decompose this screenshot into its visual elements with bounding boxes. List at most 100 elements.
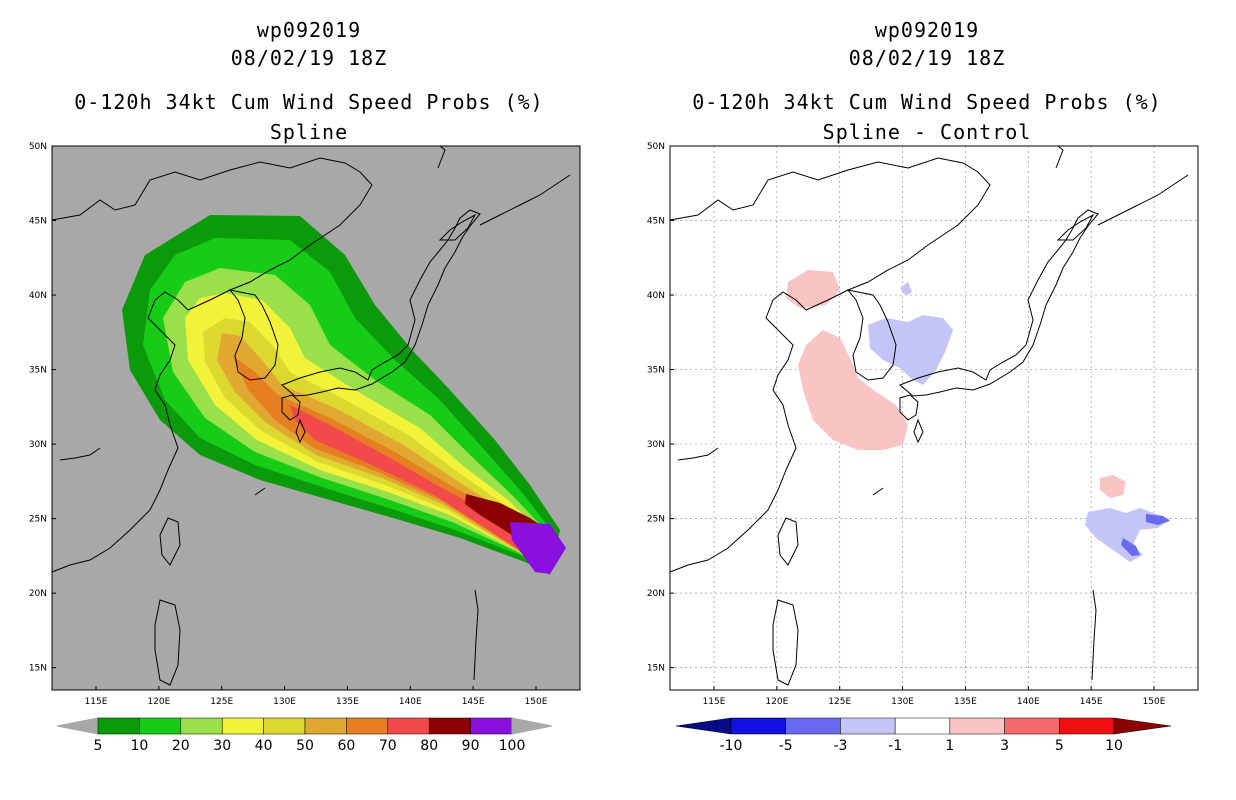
lat-label: 15N [647,664,665,674]
colorbar-box [840,717,896,735]
left-panel: wp092019 08/02/19 18Z 0-120h 34kt Cum Wi… [29,18,581,754]
negative-diff-core-south [1121,538,1140,556]
negative-diff-korea-japan [868,315,953,385]
lat-label: 20N [29,589,47,599]
colorbar-label: 40 [255,738,273,754]
colorbar-box [785,717,841,735]
colorbar-label: 5 [1055,738,1064,754]
lat-label: 20N [647,589,665,599]
datetime: 08/02/19 18Z [230,46,388,70]
colorbar-box [346,717,389,735]
coastlines [669,145,1189,686]
colorbar-box [730,717,786,735]
colorbar-labels: 5 10 20 30 40 50 60 70 80 90 100 [94,738,526,754]
colorbar-box [263,717,306,735]
lon-label: 125E [828,697,851,707]
colorbar-label: 60 [337,738,355,754]
lon-label: 130E [273,697,296,707]
colorbar-high-arrow [1113,717,1172,735]
lat-label: 50N [647,142,665,152]
lon-label: 150E [525,697,548,707]
lon-label: 135E [336,697,359,707]
lat-label: 45N [647,217,665,227]
lon-label: 145E [1080,697,1103,707]
colorbar-label: 10 [1105,738,1123,754]
lon-label: 135E [954,697,977,707]
difference-map: 50N 45N 40N 35N 30N 25N 20N 15N 115E 120E 125E 130… [647,142,1199,754]
chart-subtitle: Spline - Control [822,120,1032,144]
colorbar-box [949,717,1005,735]
storm-id: wp092019 [874,18,980,42]
colorbar-label: 3 [1000,738,1009,754]
datetime: 08/02/19 18Z [848,46,1006,70]
contour-90 [510,522,566,574]
colorbar-box [470,717,513,735]
colorbar-high-arrow [511,717,553,735]
colorbar-labels: -10 -5 -3 -1 1 3 5 10 [720,738,1123,754]
lat-label: 50N [29,142,47,152]
lon-label: 115E [85,697,108,707]
lon-label: 120E [147,697,170,707]
lon-label: 140E [399,697,422,707]
chart-title: 0-120h 34kt Cum Wind Speed Probs (%) [74,90,544,114]
lon-label: 145E [462,697,485,707]
lon-label: 130E [891,697,914,707]
colorbar: -10 -5 -3 -1 1 3 5 10 [675,717,1172,754]
latitude-labels: 50N 45N 40N 35N 30N 25N 20N 15N [29,142,56,674]
colorbar-label: 1 [945,738,954,754]
lat-label: 25N [29,515,47,525]
difference-contours [786,270,1170,562]
colorbar-box [428,717,471,735]
colorbar-box [1059,717,1115,735]
colorbar-box [221,717,264,735]
lat-label: 30N [647,440,665,450]
colorbar-box [139,717,182,735]
latitude-labels: 50N 45N 40N 35N 30N 25N 20N 15N [647,142,674,674]
colorbar-label: 20 [172,738,190,754]
lat-label: 35N [647,366,665,376]
colorbar-box [304,717,347,735]
lat-label: 35N [29,366,47,376]
chart-subtitle: Spline [269,120,349,144]
colorbar-label: -5 [779,738,793,754]
map-frame [669,145,1199,691]
probability-contours [122,215,566,575]
colorbar-label: -10 [720,738,743,754]
contour-70 [290,405,542,558]
probability-map: 50N 45N 40N 35N 30N 25N 20N 15N 115E 120E 125E 130… [29,142,581,754]
colorbar-label: 90 [462,738,480,754]
longitude-labels: 115E 120E 125E 130E 135E 140E 145E 150E [703,686,1166,707]
negative-diff-core [1146,514,1170,525]
colorbar-boxes [730,717,1115,735]
lon-label: 120E [765,697,788,707]
colorbar-label: 5 [94,738,103,754]
colorbar-label: 30 [213,738,231,754]
longitude-labels: 115E 120E 125E 130E 135E 140E 145E 150E [85,686,548,707]
positive-diff-north [786,270,840,308]
lon-label: 140E [1017,697,1040,707]
colorbar-label: 10 [130,738,148,754]
map-frame [51,145,581,691]
coastlines [51,145,571,686]
lat-label: 40N [647,291,665,301]
lon-label: 115E [703,697,726,707]
colorbar-label: 80 [420,738,438,754]
chart-title: 0-120h 34kt Cum Wind Speed Probs (%) [692,90,1162,114]
colorbar-low-arrow [675,717,732,735]
colorbar-label: 70 [379,738,397,754]
colorbar-box [387,717,430,735]
map-background [670,146,1198,690]
storm-id: wp092019 [256,18,362,42]
colorbar-label: -1 [888,738,902,754]
colorbar: 5 10 20 30 40 50 60 70 80 90 100 [56,717,553,754]
positive-diff-east [1100,475,1126,498]
lat-label: 30N [29,440,47,450]
lon-label: 150E [1143,697,1166,707]
colorbar-boxes [97,717,513,735]
colorbar-label: 100 [499,738,526,754]
colorbar-label: 50 [296,738,314,754]
colorbar-box [97,717,140,735]
lat-label: 15N [29,664,47,674]
lat-label: 45N [29,217,47,227]
colorbar-box [1004,717,1060,735]
